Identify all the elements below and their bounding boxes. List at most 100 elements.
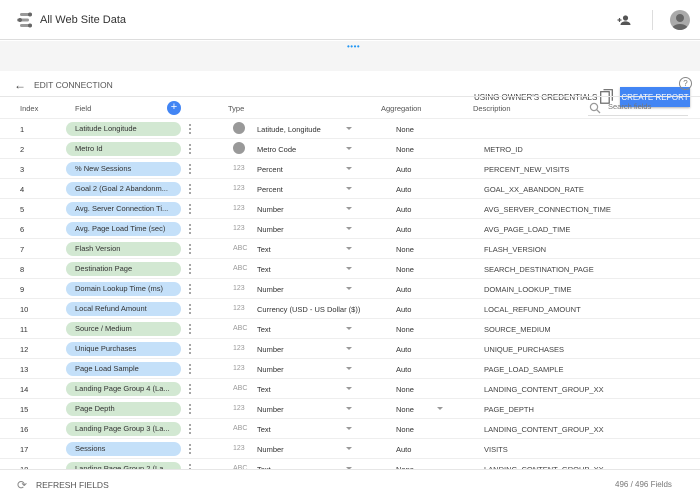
chevron-down-icon[interactable] — [346, 287, 352, 290]
aggregation-value[interactable]: Auto — [396, 445, 412, 454]
more-vert-icon[interactable] — [188, 363, 192, 375]
more-vert-icon[interactable] — [188, 323, 192, 335]
field-name-chip[interactable]: Landing Page Group 3 (La... — [66, 422, 181, 436]
chevron-down-icon[interactable] — [346, 247, 352, 250]
chevron-down-icon[interactable] — [346, 367, 352, 370]
drag-handle[interactable]: •••• — [347, 42, 361, 51]
field-name-chip[interactable]: % New Sessions — [66, 162, 181, 176]
person-add-icon[interactable] — [617, 13, 631, 27]
type-select[interactable]: Number — [257, 225, 284, 234]
chevron-down-icon[interactable] — [346, 447, 352, 450]
copy-icon[interactable] — [600, 89, 613, 104]
chevron-down-icon[interactable] — [346, 427, 352, 430]
aggregation-value[interactable]: Auto — [396, 285, 412, 294]
aggregation-value[interactable]: Auto — [396, 185, 412, 194]
type-select[interactable]: Text — [257, 325, 271, 334]
description-value[interactable]: DOMAIN_LOOKUP_TIME — [484, 285, 572, 294]
description-value[interactable]: GOAL_XX_ABANDON_RATE — [484, 185, 584, 194]
more-vert-icon[interactable] — [188, 223, 192, 235]
aggregation-value[interactable]: None — [396, 385, 414, 394]
chevron-down-icon[interactable] — [346, 187, 352, 190]
field-name-chip[interactable]: Page Depth — [66, 402, 181, 416]
chevron-down-icon[interactable] — [346, 347, 352, 350]
field-name-chip[interactable]: Local Refund Amount — [66, 302, 181, 316]
aggregation-value[interactable]: Auto — [396, 345, 412, 354]
field-name-chip[interactable]: Latitude Longitude — [66, 122, 181, 136]
field-name-chip[interactable]: Sessions — [66, 442, 181, 456]
type-select[interactable]: Currency (USD - US Dollar ($)) — [257, 305, 361, 314]
more-vert-icon[interactable] — [188, 163, 192, 175]
aggregation-value[interactable]: None — [396, 245, 414, 254]
aggregation-value[interactable]: Auto — [396, 225, 412, 234]
type-select[interactable]: Number — [257, 345, 284, 354]
more-vert-icon[interactable] — [188, 423, 192, 435]
search-input[interactable] — [608, 102, 686, 111]
chevron-down-icon[interactable] — [437, 407, 443, 410]
more-vert-icon[interactable] — [188, 203, 192, 215]
chevron-down-icon[interactable] — [346, 467, 352, 469]
more-vert-icon[interactable] — [188, 443, 192, 455]
more-vert-icon[interactable] — [188, 243, 192, 255]
type-select[interactable]: Text — [257, 465, 271, 469]
more-vert-icon[interactable] — [188, 303, 192, 315]
chevron-down-icon[interactable] — [346, 227, 352, 230]
field-name-chip[interactable]: Destination Page — [66, 262, 181, 276]
aggregation-value[interactable]: None — [396, 405, 414, 414]
description-value[interactable]: FLASH_VERSION — [484, 245, 547, 254]
field-name-chip[interactable]: Source / Medium — [66, 322, 181, 336]
more-vert-icon[interactable] — [188, 263, 192, 275]
more-vert-icon[interactable] — [188, 183, 192, 195]
arrow-back-icon[interactable]: ← — [14, 78, 26, 92]
more-vert-icon[interactable] — [188, 343, 192, 355]
chevron-down-icon[interactable] — [346, 167, 352, 170]
type-select[interactable]: Latitude, Longitude — [257, 125, 321, 134]
type-select[interactable]: Text — [257, 265, 271, 274]
chevron-down-icon[interactable] — [346, 387, 352, 390]
description-value[interactable]: PERCENT_NEW_VISITS — [484, 165, 570, 174]
aggregation-value[interactable]: None — [396, 325, 414, 334]
aggregation-value[interactable]: Auto — [396, 165, 412, 174]
type-select[interactable]: Text — [257, 245, 271, 254]
description-value[interactable]: LANDING_CONTENT_GROUP_XX — [484, 425, 604, 434]
more-vert-icon[interactable] — [188, 403, 192, 415]
aggregation-value[interactable]: None — [396, 425, 414, 434]
description-value[interactable]: LANDING_CONTENT_GROUP_XX — [484, 385, 604, 394]
chevron-down-icon[interactable] — [346, 207, 352, 210]
field-name-chip[interactable]: Goal 2 (Goal 2 Abandonm... — [66, 182, 181, 196]
field-name-chip[interactable]: Avg. Page Load Time (sec) — [66, 222, 181, 236]
field-name-chip[interactable]: Landing Page Group 2 (La... — [66, 462, 181, 469]
aggregation-value[interactable]: None — [396, 465, 414, 469]
description-value[interactable]: AVG_SERVER_CONNECTION_TIME — [484, 205, 611, 214]
more-vert-icon[interactable] — [188, 143, 192, 155]
description-value[interactable]: METRO_ID — [484, 145, 523, 154]
header-aggregation[interactable]: Aggregation — [381, 104, 422, 113]
type-select[interactable]: Metro Code — [257, 145, 297, 154]
refresh-icon[interactable]: ⟳ — [17, 478, 28, 492]
header-field[interactable]: Field — [75, 104, 92, 113]
aggregation-value[interactable]: None — [396, 145, 414, 154]
field-name-chip[interactable]: Metro Id — [66, 142, 181, 156]
aggregation-value[interactable]: None — [396, 265, 414, 274]
description-value[interactable]: UNIQUE_PURCHASES — [484, 345, 565, 354]
type-select[interactable]: Percent — [257, 165, 283, 174]
field-name-chip[interactable]: Unique Purchases — [66, 342, 181, 356]
description-value[interactable]: LOCAL_REFUND_AMOUNT — [484, 305, 581, 314]
description-value[interactable]: SOURCE_MEDIUM — [484, 325, 551, 334]
header-type[interactable]: Type — [228, 104, 245, 113]
chevron-down-icon[interactable] — [346, 127, 352, 130]
data-source-title[interactable]: All Web Site Data — [40, 14, 127, 26]
description-value[interactable]: PAGE_LOAD_SAMPLE — [484, 365, 564, 374]
type-select[interactable]: Text — [257, 425, 271, 434]
type-select[interactable]: Number — [257, 285, 284, 294]
type-select[interactable]: Number — [257, 445, 284, 454]
type-select[interactable]: Number — [257, 205, 284, 214]
more-vert-icon[interactable] — [188, 123, 192, 135]
chevron-down-icon[interactable] — [346, 147, 352, 150]
aggregation-value[interactable]: None — [396, 125, 414, 134]
description-value[interactable]: LANDING_CONTENT_GROUP_XX — [484, 465, 604, 469]
more-vert-icon[interactable] — [188, 383, 192, 395]
type-select[interactable]: Number — [257, 405, 284, 414]
field-name-chip[interactable]: Page Load Sample — [66, 362, 181, 376]
aggregation-value[interactable]: Auto — [396, 205, 412, 214]
chevron-down-icon[interactable] — [346, 407, 352, 410]
